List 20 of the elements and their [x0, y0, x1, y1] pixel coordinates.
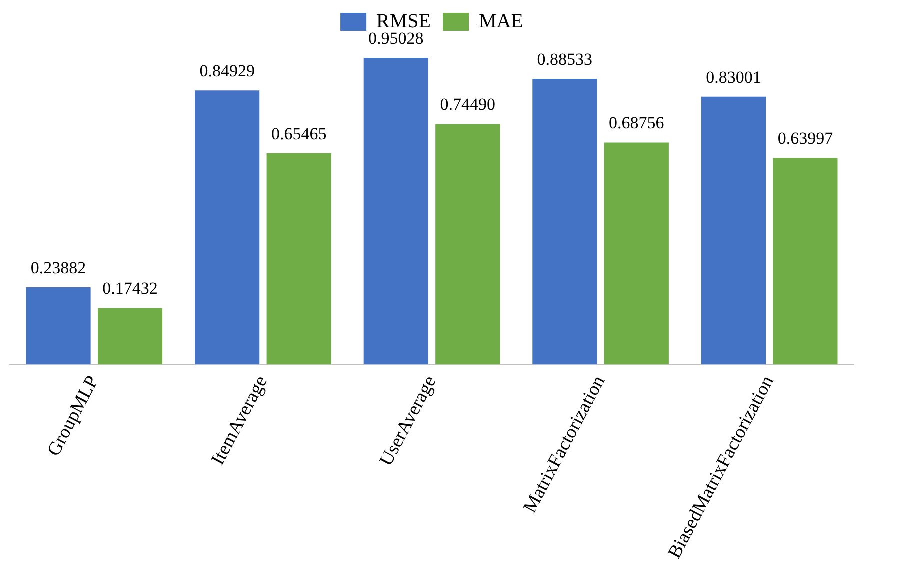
data-label: 0.23882	[30, 258, 86, 278]
data-label: 0.68756	[609, 114, 664, 133]
data-label: 0.83001	[706, 68, 762, 87]
data-label: 0.63997	[778, 129, 834, 148]
data-label: 0.84929	[200, 62, 255, 81]
bar	[195, 90, 260, 364]
legend-label: MAE	[479, 10, 524, 32]
data-label: 0.88533	[537, 50, 593, 69]
data-label: 0.65465	[271, 124, 327, 144]
bar	[436, 124, 500, 364]
data-label: 0.17432	[102, 279, 158, 298]
bar	[604, 142, 669, 364]
bar	[532, 78, 598, 364]
bar	[266, 153, 332, 364]
bar	[26, 287, 91, 364]
data-label: 0.74490	[440, 95, 496, 114]
bar	[701, 96, 766, 364]
bar	[773, 158, 838, 364]
bar	[98, 308, 163, 364]
bar	[364, 58, 428, 364]
